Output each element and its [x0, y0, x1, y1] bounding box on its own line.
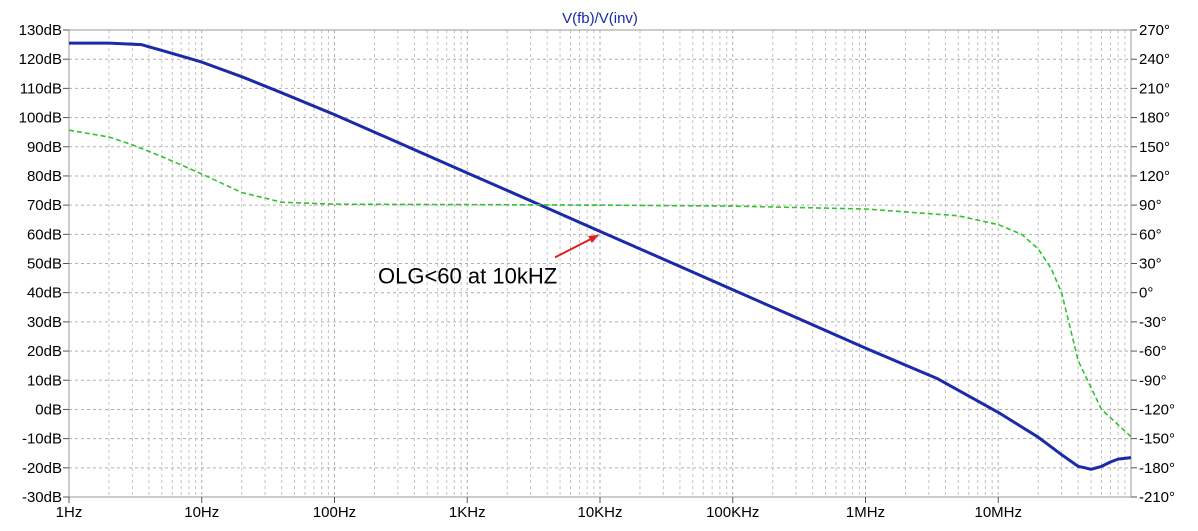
y-left-tick-label: -20dB [22, 460, 62, 477]
y-left-tick-label: 60dB [27, 226, 62, 243]
y-right-tick-label: 240° [1139, 51, 1170, 68]
gain-series-line [69, 41, 1132, 471]
y-right-tick-label: -210° [1139, 489, 1175, 506]
axes: 130dB 120dB 110dB 100dB 90dB 80dB 70dB 60dB 50dB… [19, 22, 1175, 521]
y-left-tick-label: 0dB [35, 401, 62, 418]
annotation: OLG<60 at 10kHZ [378, 234, 599, 288]
y-left-tick-label: 100dB [19, 110, 62, 127]
y-right-tick-label: 0° [1139, 285, 1153, 302]
y-right-tick-label: -180° [1139, 460, 1175, 477]
y-left-tick-label: 30dB [27, 314, 62, 331]
x-tick-label: 1Hz [56, 504, 83, 521]
y-right-tick-label: 180° [1139, 110, 1170, 127]
y-left-tick-label: 110dB [20, 80, 62, 97]
y-right-tick-label: 270° [1139, 22, 1170, 39]
y-right-tick-label: -120° [1139, 401, 1175, 418]
x-tick-label: 10Hz [184, 504, 219, 521]
y-left-tick-label: 10dB [27, 372, 62, 389]
x-tick-label: 1KHz [449, 504, 486, 521]
y-left-tick-label: 20dB [27, 343, 62, 360]
series [68, 41, 1132, 471]
y-right-tick-label: -60° [1139, 343, 1167, 360]
annotation-arrow [554, 234, 599, 259]
y-right-tick-label: 30° [1139, 256, 1162, 273]
y-right-tick-label: 60° [1139, 226, 1162, 243]
x-tick-label: 10KHz [577, 504, 622, 521]
chart-title: V(fb)/V(inv) [562, 10, 638, 27]
y-left-tick-label: 50dB [27, 256, 62, 273]
y-left-tick-label: 90dB [27, 139, 62, 156]
grid [68, 30, 1131, 497]
y-left-tick-label: 70dB [27, 197, 62, 214]
y-right-tick-label: 210° [1139, 80, 1170, 97]
y-right-tick-label: 120° [1139, 168, 1170, 185]
phase-series-line [68, 129, 1132, 438]
y-right-tick-label: -90° [1139, 372, 1167, 389]
x-tick-label: 1MHz [846, 504, 885, 521]
x-tick-label: 100KHz [706, 504, 759, 521]
y-left-tick-label: 120dB [19, 51, 62, 68]
x-tick-label: 100Hz [313, 504, 356, 521]
y-left-tick-label: 80dB [27, 168, 62, 185]
y-right-tick-label: -150° [1139, 431, 1175, 448]
y-left-tick-label: 40dB [27, 285, 62, 302]
y-right-tick-label: 150° [1139, 139, 1170, 156]
y-right-tick-label: -30° [1139, 314, 1167, 331]
y-left-tick-label: 130dB [19, 22, 62, 39]
y-right-tick-label: 90° [1139, 197, 1162, 214]
y-left-tick-label: -10dB [22, 431, 62, 448]
annotation-text: OLG<60 at 10kHZ [378, 263, 557, 288]
y-left-tick-label: -30dB [22, 489, 62, 506]
x-tick-label: 10MHz [974, 504, 1022, 521]
